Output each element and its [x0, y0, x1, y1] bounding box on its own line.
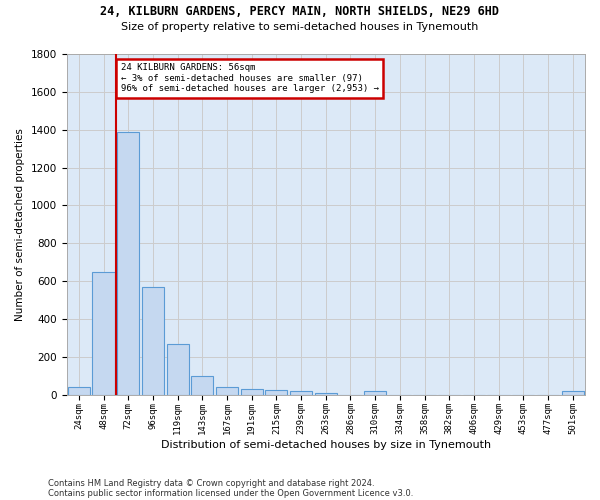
Bar [314, 392, 337, 394]
Bar [117, 132, 139, 394]
Y-axis label: Number of semi-detached properties: Number of semi-detached properties [15, 128, 25, 320]
Text: 24, KILBURN GARDENS, PERCY MAIN, NORTH SHIELDS, NE29 6HD: 24, KILBURN GARDENS, PERCY MAIN, NORTH S… [101, 5, 499, 18]
Text: Contains public sector information licensed under the Open Government Licence v3: Contains public sector information licen… [48, 488, 413, 498]
Bar [68, 387, 90, 394]
Bar [142, 286, 164, 395]
Bar [241, 390, 263, 394]
Bar [216, 387, 238, 394]
Bar [92, 272, 115, 394]
Bar [562, 391, 584, 394]
Text: 24 KILBURN GARDENS: 56sqm
← 3% of semi-detached houses are smaller (97)
96% of s: 24 KILBURN GARDENS: 56sqm ← 3% of semi-d… [121, 64, 379, 94]
Bar [290, 391, 312, 394]
Bar [191, 376, 214, 394]
X-axis label: Distribution of semi-detached houses by size in Tynemouth: Distribution of semi-detached houses by … [161, 440, 491, 450]
Text: Contains HM Land Registry data © Crown copyright and database right 2024.: Contains HM Land Registry data © Crown c… [48, 478, 374, 488]
Bar [167, 344, 189, 395]
Bar [265, 390, 287, 394]
Text: Size of property relative to semi-detached houses in Tynemouth: Size of property relative to semi-detach… [121, 22, 479, 32]
Bar [364, 391, 386, 394]
